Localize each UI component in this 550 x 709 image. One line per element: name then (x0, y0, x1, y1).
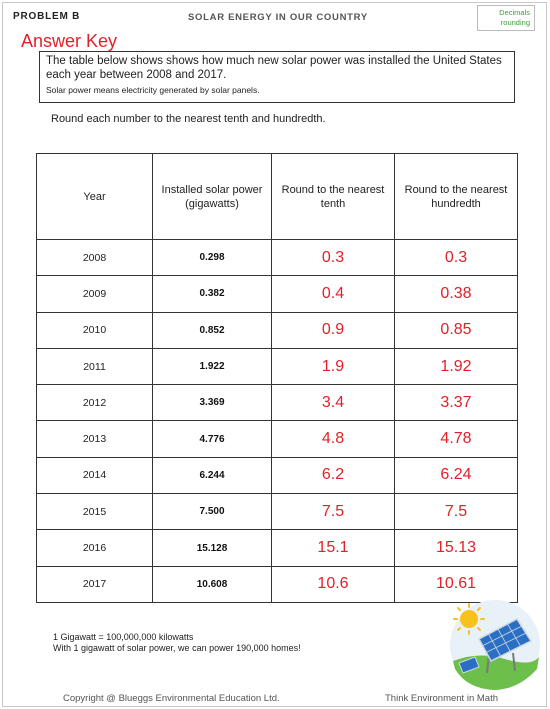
header-tenth: Round to the nearest tenth (271, 153, 395, 240)
hundredth-answer-cell: 15.13 (394, 529, 518, 567)
installed-cell: 3.369 (152, 384, 272, 422)
table-body: 2008 0.298 0.3 0.3 2009 0.382 0.4 0.38 2010 0.852… (36, 238, 518, 603)
gigawatt-conversion-fact: 1 Gigawatt = 100,000,000 kilowatts (53, 632, 194, 642)
installed-cell: 6.244 (152, 456, 272, 495)
year-cell: 2013 (36, 420, 153, 458)
tenth-answer-cell: 0.9 (271, 311, 395, 349)
hundredth-answer-cell: 10.61 (394, 565, 518, 603)
installed-cell: 15.128 (152, 529, 272, 567)
solar-power-table: Year Installed solar power (gigawatts) R… (36, 153, 518, 603)
hundredth-answer-cell: 7.5 (394, 493, 518, 531)
tenth-answer-cell: 3.4 (271, 384, 395, 422)
problem-label: PROBLEM B (13, 11, 81, 22)
year-cell: 2016 (36, 529, 153, 567)
year-cell: 2008 (36, 238, 153, 277)
intro-box: The table below shows shows how much new… (39, 51, 515, 103)
year-cell: 2014 (36, 456, 153, 495)
year-cell: 2015 (36, 493, 153, 531)
hundredth-answer-cell: 6.24 (394, 456, 518, 495)
table-row: 2009 0.382 0.4 0.38 (36, 275, 518, 313)
answer-key-label: Answer Key (21, 31, 118, 51)
year-cell: 2017 (36, 565, 153, 603)
table-row: 2017 10.608 10.6 10.61 (36, 565, 518, 603)
tenth-answer-cell: 4.8 (271, 420, 395, 458)
small-panel-icon (458, 656, 480, 674)
table-row: 2015 7.500 7.5 7.5 (36, 493, 518, 531)
year-cell: 2009 (36, 275, 153, 313)
header-hundredth: Round to the nearest hundredth (394, 153, 518, 240)
installed-cell: 1.922 (152, 347, 272, 386)
year-cell: 2010 (36, 311, 153, 349)
hundredth-answer-cell: 1.92 (394, 347, 518, 386)
installed-cell: 4.776 (152, 420, 272, 458)
hundredth-answer-cell: 0.38 (394, 275, 518, 313)
sun-icon (453, 603, 485, 635)
homes-powered-fact: With 1 gigawatt of solar power, we can p… (53, 643, 301, 653)
hundredth-answer-cell: 0.3 (394, 238, 518, 277)
installed-cell: 0.852 (152, 311, 272, 349)
hundredth-answer-cell: 0.85 (394, 311, 518, 349)
instruction-text: Round each number to the nearest tenth a… (51, 113, 326, 125)
installed-cell: 7.500 (152, 493, 272, 531)
tenth-answer-cell: 0.4 (271, 275, 395, 313)
header-installed: Installed solar power (gigawatts) (152, 153, 272, 240)
tenth-answer-cell: 15.1 (271, 529, 395, 567)
installed-cell: 0.298 (152, 238, 272, 277)
intro-note: Solar power means electricity generated … (46, 85, 260, 95)
solar-panel-icon (477, 618, 533, 674)
hundredth-answer-cell: 4.78 (394, 420, 518, 458)
sun-and-solar-panel-illustration (450, 600, 540, 690)
installed-cell: 0.382 (152, 275, 272, 313)
table-row: 2008 0.298 0.3 0.3 (36, 238, 518, 277)
tenth-answer-cell: 0.3 (271, 238, 395, 277)
tenth-answer-cell: 6.2 (271, 456, 395, 495)
copyright-text: Copyright @ Blueggs Environmental Educat… (63, 693, 280, 704)
tagline-text: Think Environment in Math (385, 693, 498, 704)
intro-text: The table below shows shows how much new… (46, 55, 502, 81)
hundredth-answer-cell: 3.37 (394, 384, 518, 422)
header-year: Year (36, 153, 153, 240)
tenth-answer-cell: 10.6 (271, 565, 395, 603)
table-row: 2014 6.244 6.2 6.24 (36, 456, 518, 495)
page-title: SOLAR ENERGY IN OUR COUNTRY (188, 12, 368, 23)
installed-cell: 10.608 (152, 565, 272, 603)
topic-badge: Decimals rounding (477, 5, 535, 31)
table-row: 2016 15.128 15.1 15.13 (36, 529, 518, 567)
topic-line-1: Decimals (499, 8, 530, 17)
year-cell: 2011 (36, 347, 153, 386)
topic-line-2: rounding (500, 18, 530, 27)
table-row: 2013 4.776 4.8 4.78 (36, 420, 518, 458)
year-cell: 2012 (36, 384, 153, 422)
table-row: 2010 0.852 0.9 0.85 (36, 311, 518, 349)
tenth-answer-cell: 1.9 (271, 347, 395, 386)
table-row: 2012 3.369 3.4 3.37 (36, 384, 518, 422)
tenth-answer-cell: 7.5 (271, 493, 395, 531)
table-row: 2011 1.922 1.9 1.92 (36, 347, 518, 386)
table-header-row: Year Installed solar power (gigawatts) R… (36, 153, 518, 240)
